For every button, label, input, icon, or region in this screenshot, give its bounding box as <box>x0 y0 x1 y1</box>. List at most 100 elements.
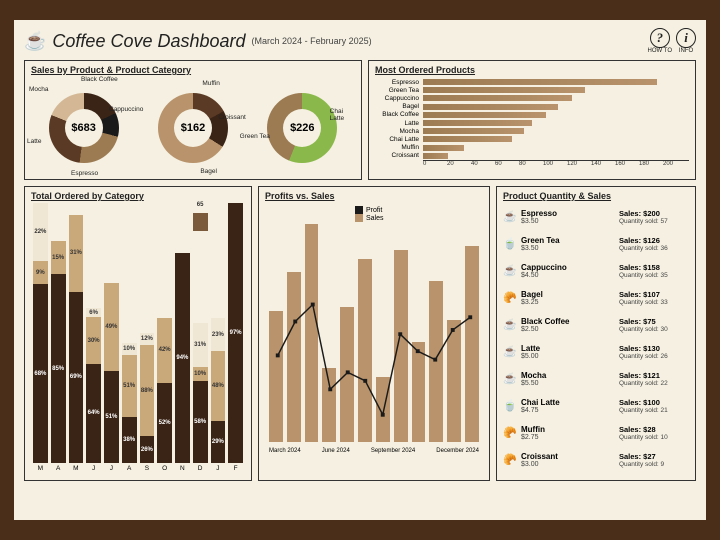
product-price: $5.50 <box>521 380 615 387</box>
product-sales: Sales: $130 <box>619 344 689 353</box>
product-stats: Sales: $75Quantity sold: 30 <box>619 317 689 333</box>
axis-tick: 0 <box>423 161 447 167</box>
product-icon: ☕ <box>503 264 517 277</box>
segment-value: 68% <box>34 371 46 377</box>
product-name: Mocha <box>521 371 615 380</box>
bar-segment: 23% <box>211 318 226 351</box>
product-row[interactable]: 🍵Green Tea$3.50Sales: $126Quantity sold:… <box>503 231 689 256</box>
segment-value: 29% <box>212 439 224 445</box>
info-label: INFO <box>679 48 693 54</box>
stacked-bar-stack: 58%10%31%65 <box>193 231 208 463</box>
profits-vs-sales-panel: Profits vs. Sales ProfitSalesMarch 2024J… <box>258 186 490 481</box>
stacked-bar-stack: 94% <box>175 253 190 463</box>
segment-value: 15% <box>52 255 64 261</box>
bar-segment: 26% <box>140 436 155 463</box>
donut-chart: $162MuffinCroissantBagel <box>140 78 245 178</box>
axis-label: December 2024 <box>436 448 479 454</box>
product-info: Chai Latte$4.75 <box>521 398 615 414</box>
hbar-label: Muffin <box>375 144 423 151</box>
bar-segment: 52% <box>157 383 172 463</box>
segment-value: 12% <box>141 336 153 342</box>
segment-value: 69% <box>70 374 82 380</box>
product-name: Bagel <box>521 290 615 299</box>
product-info: Latte$5.00 <box>521 344 615 360</box>
product-row[interactable]: ☕ Cappuccino$4.50 Sales: $158Quantity sold… <box>503 258 689 283</box>
hbar-row: Chai Latte <box>375 135 689 143</box>
product-row[interactable]: ☕Latte$5.00Sales: $130Quantity sold: 26 <box>503 339 689 364</box>
product-price: $4.50 <box>521 272 615 279</box>
product-icon: ☕ <box>503 372 517 385</box>
bar-segment: 64% <box>86 364 101 463</box>
segment-value: 6% <box>89 310 98 316</box>
product-name: Chai Latte <box>521 398 615 407</box>
product-qty: Quantity sold: 35 <box>619 272 689 279</box>
product-qty: Quantity sold: 22 <box>619 380 689 387</box>
page-title: Coffee Cove Dashboard <box>52 31 245 52</box>
segment-value: 38% <box>123 437 135 443</box>
segment-value: 52% <box>159 420 171 426</box>
bar-segment: 51% <box>122 355 137 417</box>
product-sales: Sales: $126 <box>619 236 689 245</box>
product-icon: 🥐 <box>503 426 517 439</box>
month-label: N <box>180 465 185 472</box>
hbar-bar <box>423 136 512 142</box>
product-name: Croissant <box>521 452 615 461</box>
product-name: Cappuccino <box>521 263 615 272</box>
month-label: A <box>56 465 60 472</box>
howto-button[interactable]: ? HOW TO <box>648 28 672 54</box>
stacked-bar-stack: 26%88%12% <box>140 333 155 463</box>
product-name: Latte <box>521 344 615 353</box>
product-name: Green Tea <box>521 236 615 245</box>
stacked-bar-stack: 85%15% <box>51 241 66 463</box>
product-info: Green Tea$3.50 <box>521 236 615 252</box>
product-row[interactable]: ☕Black Coffee$2.50Sales: $75Quantity sol… <box>503 312 689 337</box>
hbar-row: Green Tea <box>375 86 689 94</box>
product-sales: Sales: $158 <box>619 263 689 272</box>
legend-item: Sales <box>355 214 384 222</box>
product-row[interactable]: ☕ Mocha$5.50 Sales: $121Quantity sold: 22 <box>503 366 689 391</box>
info-button[interactable]: i INFO <box>676 28 696 54</box>
product-stats: Sales: $27Quantity sold: 9 <box>619 452 689 468</box>
hbar-row: Cappuccino <box>375 94 689 102</box>
product-sales: Sales: $27 <box>619 452 689 461</box>
axis-tick: 20 <box>447 161 471 167</box>
hbar-bar <box>423 120 532 126</box>
product-row[interactable]: 🥐Bagel$3.25Sales: $107Quantity sold: 33 <box>503 285 689 310</box>
product-icon: ☕ <box>503 318 517 331</box>
segment-value: 30% <box>88 338 100 344</box>
segment-value: 48% <box>212 383 224 389</box>
hbar-label: Latte <box>375 120 423 127</box>
stacked-bar: 94% N <box>175 253 190 472</box>
product-icon: 🥐 <box>503 291 517 304</box>
bar-segment: 15% <box>51 241 66 274</box>
logo-icon: ☕ <box>24 31 46 52</box>
bar-segment: 69% <box>69 292 84 463</box>
segment-value: 31% <box>194 342 206 348</box>
bar-segment: 12% <box>140 333 155 345</box>
product-row[interactable]: 🥐Muffin$2.75Sales: $28Quantity sold: 10 <box>503 420 689 445</box>
hbar-bar <box>423 145 464 151</box>
product-price: $3.50 <box>521 245 615 252</box>
segment-value: 65 <box>197 202 204 208</box>
axis-tick: 80 <box>519 161 543 167</box>
donut-center-value: $683 <box>65 109 103 147</box>
hbar-row: Muffin <box>375 144 689 152</box>
segment-value: 9% <box>36 270 45 276</box>
hbar-label: Green Tea <box>375 87 423 94</box>
stacked-bar-stack: 29% 48% 23% <box>211 318 226 463</box>
product-row[interactable]: 🥐Croissant$3.00Sales: $27Quantity sold: … <box>503 447 689 472</box>
product-stats: Sales: $121Quantity sold: 22 <box>619 371 689 387</box>
stacked-bar: 52%42%O <box>157 318 172 472</box>
product-row[interactable]: 🍵Chai Latte$4.75Sales: $100Quantity sold… <box>503 393 689 418</box>
segment-value: 10% <box>194 371 206 377</box>
stacked-bar-stack: 64% 30% 6% <box>86 308 101 463</box>
product-row[interactable]: ☕Espresso$3.50Sales: $200Quantity sold: … <box>503 204 689 229</box>
segment-value: 97% <box>230 330 242 336</box>
segment-value: 42% <box>159 347 171 353</box>
bar-segment: 10% <box>122 343 137 355</box>
panel-title: Sales by Product & Product Category <box>31 65 355 75</box>
hbar-bar <box>423 79 657 85</box>
panel-title: Most Ordered Products <box>375 65 689 75</box>
bar-segment: 58% <box>193 381 208 463</box>
stacked-bar-stack: 52% 42% <box>157 318 172 463</box>
